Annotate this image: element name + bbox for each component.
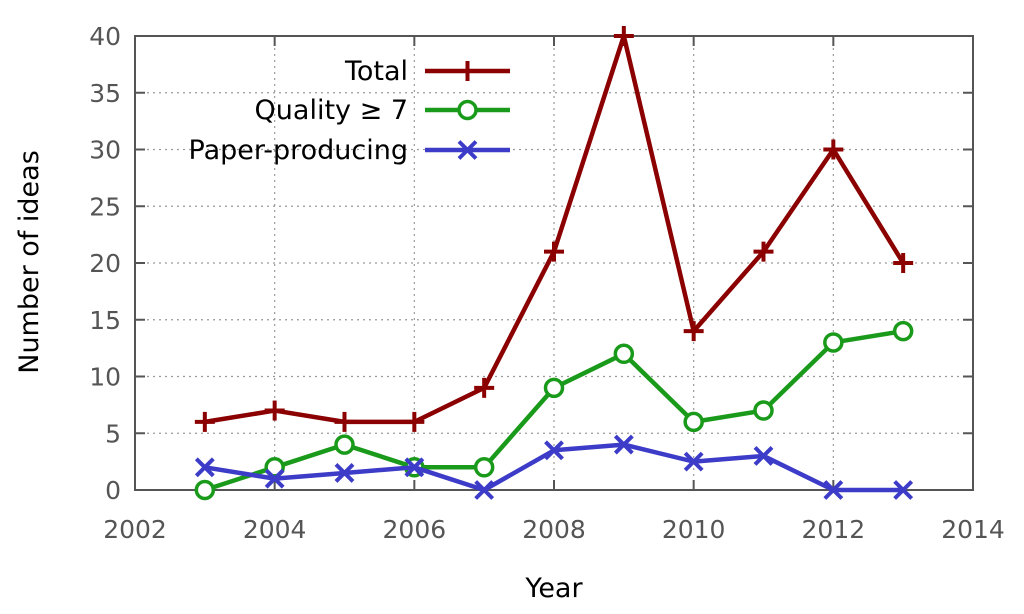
marker-stroke — [264, 468, 285, 489]
legend-marker — [457, 61, 478, 81]
y-tick-label: 20 — [89, 249, 121, 278]
data-point — [194, 411, 215, 432]
data-point — [474, 377, 495, 398]
x-tick-label: 2010 — [662, 515, 726, 544]
legend-label: Quality ≥ 7 — [255, 95, 408, 126]
data-point — [823, 332, 844, 353]
data-point — [404, 457, 425, 478]
legend-label: Total — [344, 56, 408, 87]
data-point — [544, 440, 564, 461]
marker-stroke — [683, 451, 704, 472]
marker-stroke — [194, 457, 215, 478]
y-axis-title: Number of ideas — [14, 150, 45, 374]
data-point — [473, 457, 495, 478]
y-tick-label: 5 — [105, 419, 121, 448]
marker-stroke — [404, 457, 425, 478]
y-tick-label: 25 — [89, 192, 121, 221]
y-tick-label: 35 — [89, 79, 121, 108]
legend-marker — [457, 140, 478, 160]
y-tick-label: 15 — [89, 306, 121, 335]
x-tick-label: 2012 — [802, 515, 866, 544]
data-point — [264, 400, 285, 421]
legend-entry: Paper-producing — [189, 135, 510, 166]
data-point — [613, 26, 634, 46]
data-point — [753, 400, 774, 421]
y-tick-label: 30 — [89, 136, 121, 165]
marker-stroke — [753, 446, 774, 466]
y-tick-label: 40 — [89, 22, 121, 51]
axes: 0 5 10 15 20 25 30 35 40 2002 2004 2006 2008 2010 2012… — [89, 22, 1005, 544]
legend-entry: Quality ≥ 7 — [255, 95, 510, 126]
marker-stroke — [544, 440, 564, 461]
x-tick-label: 2006 — [383, 515, 447, 544]
data-point — [194, 457, 215, 478]
data-point — [264, 468, 285, 489]
marker-stroke — [457, 140, 478, 160]
data-point — [823, 480, 844, 500]
data-point — [683, 321, 704, 342]
series-layer — [194, 26, 914, 501]
x-tick-label: 2008 — [522, 515, 586, 544]
x-tick-label: 2004 — [243, 515, 307, 544]
marker-stroke — [334, 463, 355, 483]
series-paper-producing — [194, 434, 914, 500]
x-tick-label: 2002 — [103, 515, 167, 544]
data-point — [334, 434, 355, 455]
data-point — [893, 253, 914, 273]
marker-stroke — [893, 480, 914, 500]
data-point — [613, 434, 634, 455]
legend-label: Paper-producing — [189, 135, 409, 166]
data-point — [613, 343, 635, 365]
data-point — [753, 241, 774, 262]
y-tick-label: 0 — [105, 476, 121, 505]
data-point — [474, 480, 495, 500]
data-point — [683, 411, 704, 433]
legend: Total Quality ≥ 7 Paper-producing — [189, 56, 510, 166]
data-point — [334, 463, 355, 483]
series-total — [194, 26, 914, 432]
marker-stroke — [823, 480, 844, 500]
data-point — [194, 479, 216, 501]
y-tick-label: 10 — [89, 363, 121, 392]
data-point — [893, 480, 914, 500]
marker-stroke — [474, 480, 495, 500]
x-tick-label: 2014 — [941, 515, 1005, 544]
data-point — [753, 446, 774, 466]
data-point — [543, 377, 565, 399]
series-quality-7 — [194, 320, 914, 501]
legend-marker — [457, 99, 478, 121]
data-point — [404, 411, 425, 432]
data-point — [334, 411, 355, 432]
marker-stroke — [613, 434, 634, 455]
data-point — [892, 320, 914, 342]
data-point — [823, 139, 844, 160]
data-point — [264, 457, 285, 478]
x-axis-title: Year — [524, 573, 583, 604]
legend-entry: Total — [344, 56, 510, 87]
data-point — [683, 451, 704, 472]
data-point — [544, 241, 564, 262]
